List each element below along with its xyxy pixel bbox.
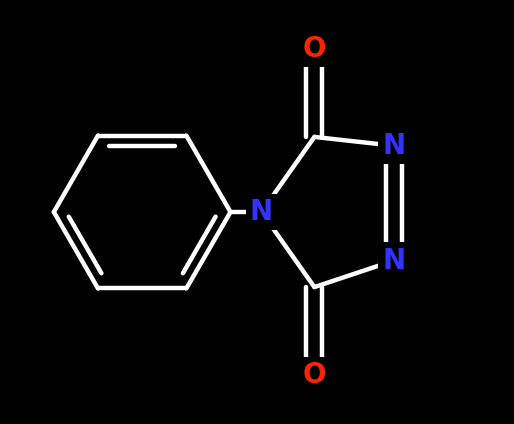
Text: O: O: [303, 35, 326, 63]
Text: N: N: [250, 198, 273, 226]
Text: N: N: [382, 247, 406, 275]
Text: N: N: [382, 132, 406, 160]
Text: O: O: [303, 361, 326, 389]
